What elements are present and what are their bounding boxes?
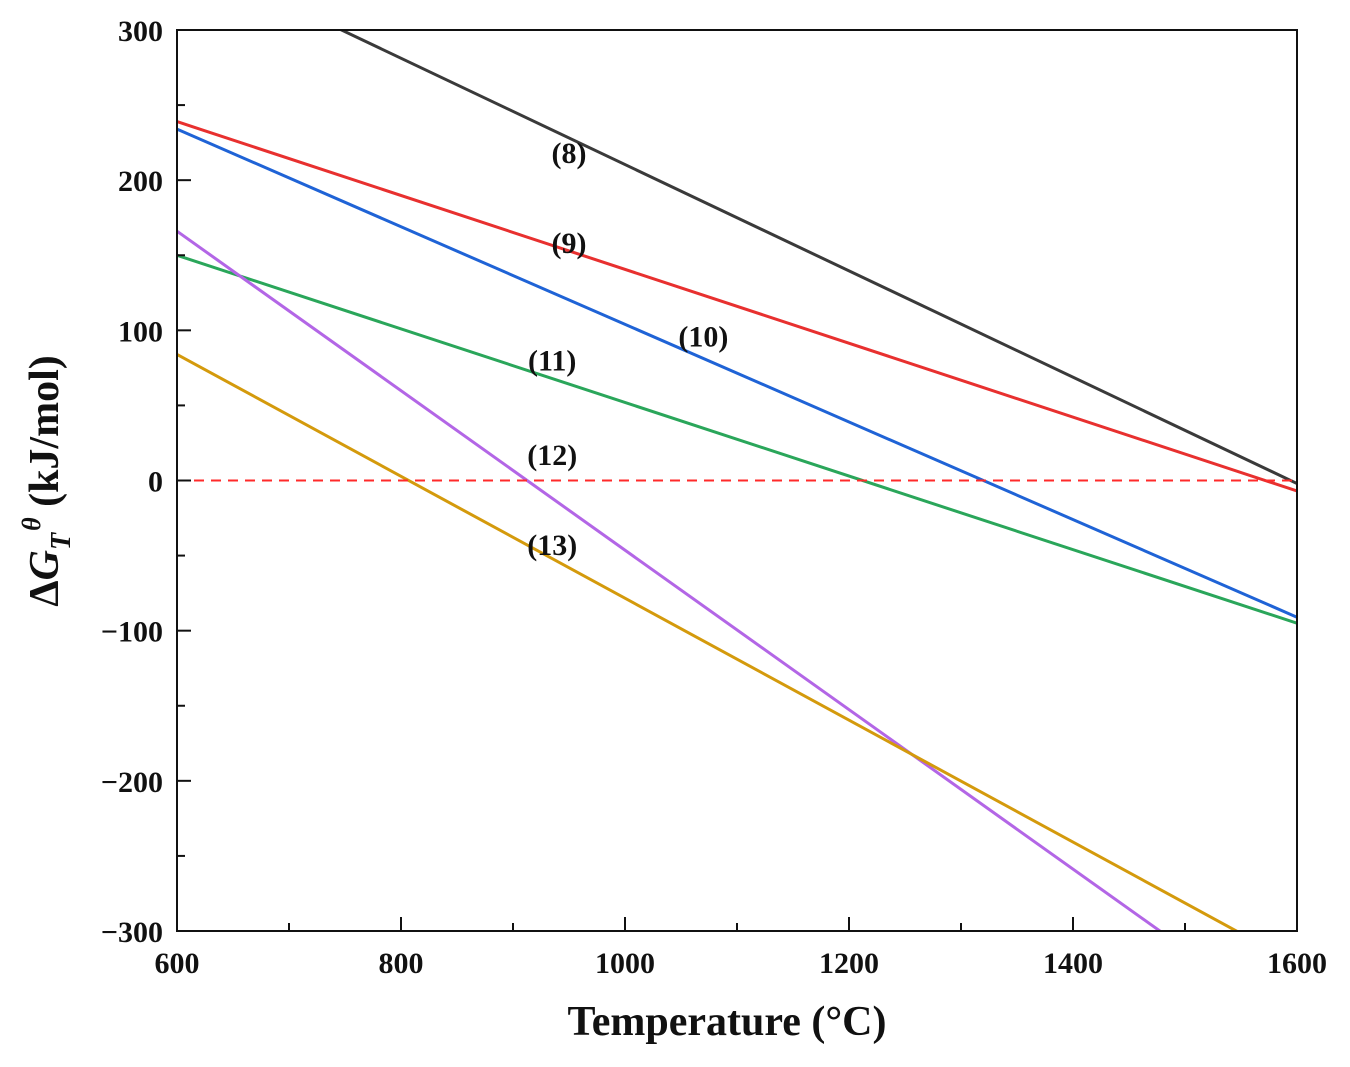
x-tick-label: 600 xyxy=(155,947,200,980)
x-axis-title: Temperature (°C) xyxy=(568,999,887,1045)
series-label-2: (9) xyxy=(552,227,587,260)
x-tick-label: 800 xyxy=(379,947,424,980)
series-line-2 xyxy=(177,120,1297,493)
y-tick-label: 300 xyxy=(118,15,163,48)
y-tick-label: −100 xyxy=(101,616,163,649)
y-axis: −300 −200 −100 0 100 200 300 xyxy=(101,15,191,949)
series-label-3: (10) xyxy=(678,320,728,353)
series-line-3 xyxy=(177,127,1297,619)
y-tick-label: −200 xyxy=(101,766,163,799)
series-line-5 xyxy=(177,229,1163,931)
y-tick-label: −300 xyxy=(101,916,163,949)
y-tick-label: 0 xyxy=(148,466,163,499)
x-tick-label: 1000 xyxy=(595,947,655,980)
series-line-6 xyxy=(177,353,1240,931)
x-tick-label: 1600 xyxy=(1267,947,1327,980)
series-label-1: (8) xyxy=(552,137,587,170)
series-label-5: (12) xyxy=(527,439,577,472)
series-line-4 xyxy=(177,253,1297,625)
series-label-4: (11) xyxy=(528,344,576,377)
y-tick-label: 100 xyxy=(118,315,163,348)
series-labels: (8) (9) (10) (11) (12) (13) xyxy=(527,137,728,562)
series-label-6: (13) xyxy=(527,529,577,562)
series-line-1 xyxy=(338,30,1297,485)
x-axis: 600 800 1000 1200 1400 1600 xyxy=(155,917,1327,980)
y-tick-label: 200 xyxy=(118,165,163,198)
x-tick-label: 1400 xyxy=(1043,947,1103,980)
y-axis-title: ΔGTθ (kJ/mol) xyxy=(17,355,77,606)
x-tick-label: 1200 xyxy=(819,947,879,980)
series-layer xyxy=(177,30,1297,931)
